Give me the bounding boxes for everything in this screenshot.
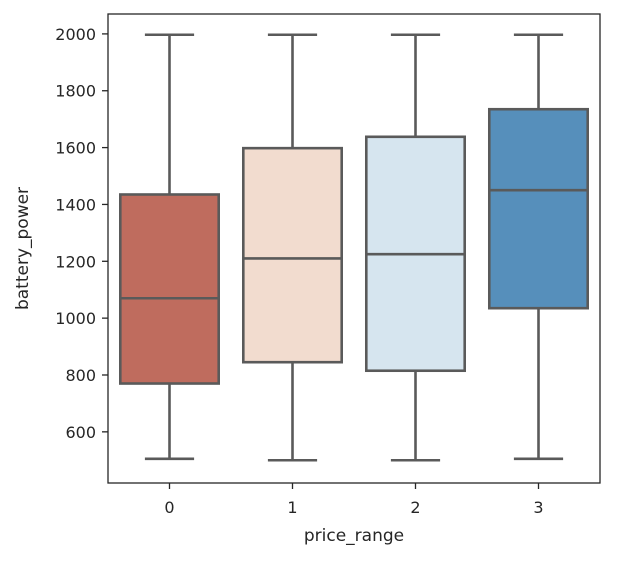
y-tick-label: 800 — [65, 366, 96, 385]
x-tick-label: 2 — [410, 498, 420, 517]
box-group-2 — [364, 33, 466, 462]
y-tick-label: 1400 — [55, 195, 96, 214]
box-1 — [242, 146, 344, 364]
x-axis-label: price_range — [304, 526, 404, 546]
y-tick-label: 1600 — [55, 139, 96, 158]
x-tick-label: 1 — [287, 498, 297, 517]
axes-frame — [107, 13, 601, 484]
box-3 — [487, 107, 589, 310]
y-tick-label: 2000 — [55, 25, 96, 44]
y-tick-label: 1200 — [55, 252, 96, 271]
y-axis-label: battery_power — [13, 187, 33, 310]
x-tick-label: 0 — [164, 498, 174, 517]
y-axis: 600 800 1000 1200 1400 1600 1800 2000 — [55, 25, 108, 442]
box-group-0 — [119, 33, 221, 461]
y-tick-label: 600 — [65, 423, 96, 442]
y-tick-label: 1800 — [55, 82, 96, 101]
box-group-1 — [242, 33, 344, 462]
x-axis: 0 1 2 3 — [164, 483, 544, 517]
box-0 — [119, 193, 221, 385]
x-tick-label: 3 — [533, 498, 543, 517]
plot-area — [119, 33, 589, 462]
box-group-3 — [487, 33, 589, 461]
y-tick-label: 1000 — [55, 309, 96, 328]
